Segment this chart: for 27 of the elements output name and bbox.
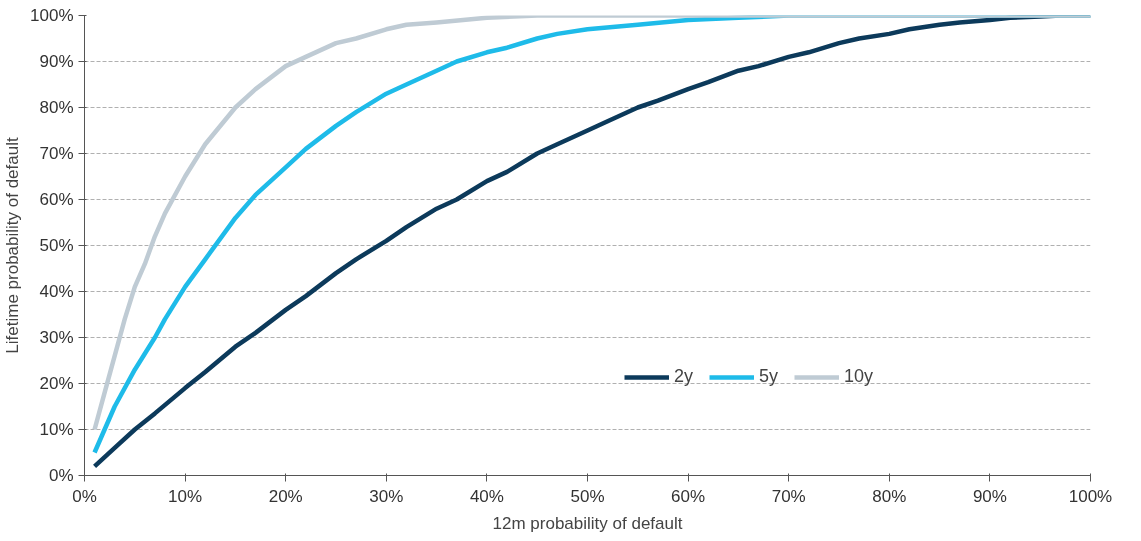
x-axis-title: 12m probability of default (492, 513, 683, 533)
x-tick-label: 60% (671, 486, 706, 506)
x-tick-label: 0% (72, 486, 97, 506)
y-tick-label: 20% (39, 374, 74, 393)
x-tick-label: 50% (570, 486, 605, 506)
legend-label: 10y (844, 366, 874, 387)
y-tick-label: 50% (39, 236, 74, 255)
x-tick-label: 80% (872, 486, 907, 506)
y-tick-label: 30% (39, 328, 74, 347)
y-tick-label: 0% (48, 466, 74, 485)
y-tick-label: 10% (39, 420, 74, 439)
x-tick-label: 70% (771, 486, 806, 506)
x-tick-label: 30% (369, 486, 404, 506)
y-tick-label: 60% (39, 190, 74, 209)
y-axis-title: Lifetime probability of default (3, 137, 23, 354)
x-tick-label: 90% (972, 486, 1007, 506)
x-tick-label: 10% (168, 486, 203, 506)
y-tick-label: 100% (30, 6, 74, 25)
y-tick-label: 80% (39, 98, 74, 117)
y-tick-label: 70% (39, 144, 74, 163)
legend-label: 2y (674, 366, 694, 387)
y-tick-label: 40% (39, 282, 74, 301)
y-tick-label: 90% (39, 52, 74, 71)
legend-label: 5y (759, 366, 779, 387)
x-tick-label: 100% (1068, 486, 1113, 506)
x-tick-label: 40% (469, 486, 504, 506)
x-tick-label: 20% (268, 486, 303, 506)
